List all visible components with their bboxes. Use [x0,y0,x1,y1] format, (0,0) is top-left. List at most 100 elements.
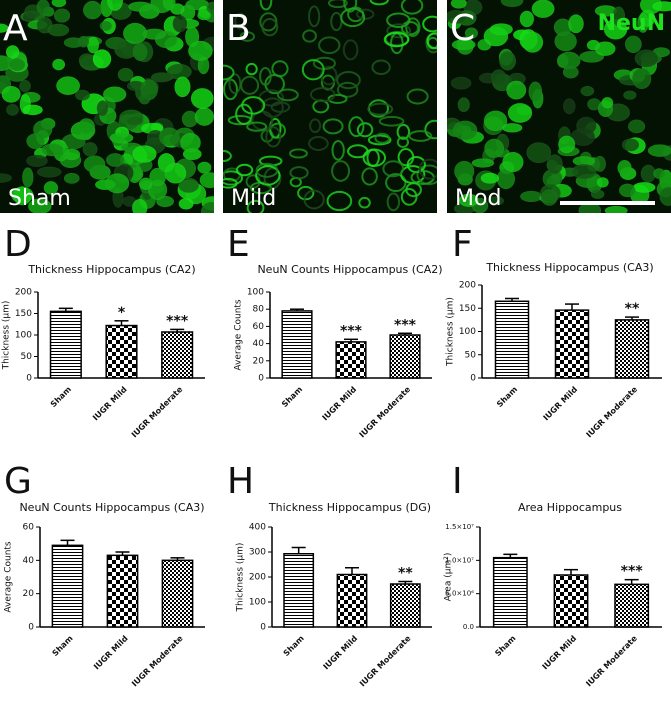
cell [483,110,508,132]
cell [289,148,308,159]
significance: * [118,305,126,321]
cell [405,17,421,38]
panel-letter: D [4,224,32,265]
cell [454,160,475,182]
cell [33,120,53,139]
cell [6,104,19,116]
bar [105,324,138,379]
x-tick-label: IUGR Mild [321,385,359,423]
cell [162,0,176,11]
cell [13,186,32,206]
y-tick-label: 40 [253,339,265,349]
cell [308,136,329,151]
chart-title: Thickness Hippocampus (CA2) [27,263,195,276]
cell [235,163,254,177]
cell [590,189,605,199]
panel-letter: H [227,461,254,502]
x-tick-label: IUGR Moderate [358,633,413,688]
y-tick-label: 150 [459,304,476,314]
cell [301,59,325,81]
cell [83,155,106,173]
bar [283,553,315,628]
cell [327,0,348,9]
cell [422,15,437,33]
cell [109,132,134,144]
cell [408,130,433,142]
cell [356,122,374,138]
significance: ** [625,301,640,317]
cell [487,196,505,206]
cell [241,96,266,115]
cell [269,122,287,139]
cell [126,116,144,126]
cell [579,50,604,63]
cell [506,80,527,100]
cell [576,116,597,135]
cell [188,40,213,61]
y-tick-label: 1.0×10⁷ [445,556,474,564]
y-tick-label: 100 [247,288,264,298]
cell [92,49,112,69]
cell [385,173,407,193]
cell [178,198,194,210]
cell [400,187,418,206]
y-axis-label: Average Counts [234,299,244,371]
chart-title: NeuN Counts Hippocampus (CA2) [257,263,442,276]
cell [452,120,478,141]
cell [367,134,392,146]
cell [502,152,524,173]
cell [601,97,614,109]
cell [489,23,513,36]
cell [1,86,21,103]
cell [520,190,543,203]
cell [580,85,595,97]
y-axis-label: Thickness (µm) [2,301,12,371]
cell [343,0,358,13]
panel-letter: A [3,8,28,49]
significance: *** [340,323,363,339]
cell [172,15,188,33]
cell [174,76,191,98]
cell [659,186,671,206]
cell [386,12,411,29]
cell [261,97,284,118]
cell [239,31,256,42]
cell [194,107,214,126]
cell [546,154,563,174]
panel-letter: B [226,8,251,49]
stain-label: NeuN [598,11,665,36]
cell [374,132,391,144]
cell [426,32,437,50]
cell [309,86,336,103]
cell [621,138,640,152]
x-tick-label: IUGR Mild [322,634,360,672]
cell [451,39,476,51]
cell [634,49,658,68]
cell [502,123,523,133]
micrograph [223,0,437,213]
y-tick-label: 100 [249,598,266,608]
cell [197,161,212,174]
y-tick-label: 200 [15,288,32,298]
cell [507,103,533,123]
cell [484,138,505,158]
micrographs [0,0,671,213]
cell [322,118,344,135]
cell [457,97,470,113]
x-tick-label: IUGR Mild [542,385,580,423]
cell [75,89,90,101]
x-tick-label: Sham [282,634,306,658]
cell [87,36,99,54]
cell [619,183,636,198]
cell [106,153,125,167]
micrograph [447,0,671,213]
x-tick-label: IUGR Moderate [130,633,185,688]
cell [327,93,348,104]
bar [161,559,194,628]
cell [464,27,479,39]
cell [180,133,201,153]
cell [22,104,43,116]
cell [358,196,371,209]
cell [558,135,576,154]
cell [83,0,103,20]
